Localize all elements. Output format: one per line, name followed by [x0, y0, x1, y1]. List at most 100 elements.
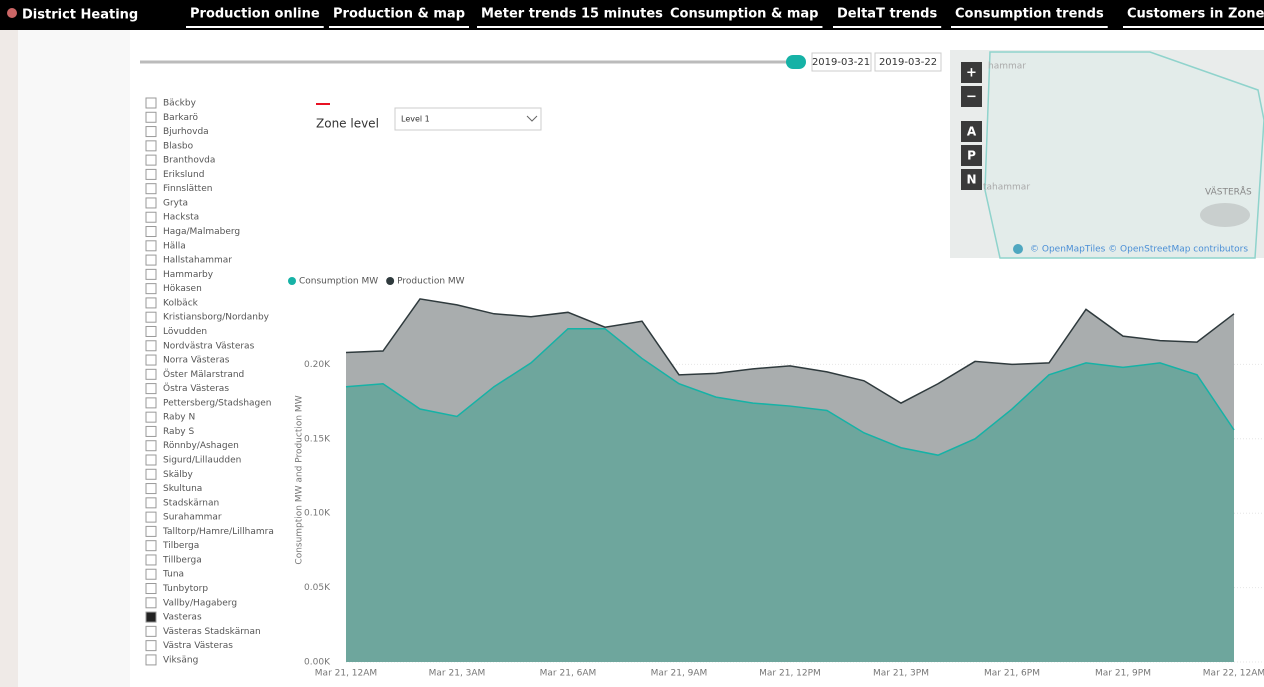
zone-label[interactable]: Finnslätten — [163, 184, 212, 194]
checkbox[interactable] — [146, 326, 156, 336]
checkbox[interactable] — [146, 269, 156, 279]
zone-label[interactable]: Raby N — [163, 413, 195, 423]
zone-label[interactable]: Hökasen — [163, 284, 202, 294]
checkbox[interactable] — [146, 284, 156, 294]
zone-label[interactable]: Norra Västeras — [163, 356, 230, 366]
map-attribution: © OpenMapTiles © OpenStreetMap contribut… — [1030, 245, 1248, 255]
checkbox[interactable] — [146, 155, 156, 165]
checkbox[interactable] — [146, 184, 156, 194]
zone-label[interactable]: Kolbäck — [163, 298, 199, 308]
zone-label[interactable]: Tuna — [162, 570, 184, 580]
zone-label[interactable]: Hälla — [163, 241, 186, 251]
y-axis-title: Consumption MW and Production MW — [295, 395, 305, 564]
zone-label[interactable]: Pettersberg/Stadshagen — [163, 398, 272, 408]
checkbox[interactable] — [146, 541, 156, 551]
zone-label[interactable]: Västeras Stadskärnan — [163, 627, 261, 637]
map-control-label: N — [966, 173, 976, 187]
checkbox[interactable] — [146, 598, 156, 608]
checkbox[interactable] — [146, 555, 156, 565]
zone-label[interactable]: Tilberga — [162, 541, 199, 551]
zone-label[interactable]: Hallstahammar — [163, 256, 232, 266]
checkbox[interactable] — [146, 255, 156, 265]
zone-label[interactable]: Stadskärnan — [163, 498, 219, 508]
zone-label[interactable]: Surahammar — [163, 513, 222, 523]
zone-label[interactable]: Raby S — [163, 427, 194, 437]
zone-label[interactable]: Branthovda — [163, 156, 215, 166]
checkbox[interactable] — [146, 626, 156, 636]
checkbox[interactable] — [146, 141, 156, 151]
zone-label[interactable]: Vasteras — [163, 613, 202, 623]
zone-label[interactable]: Vallby/Hagaberg — [163, 598, 237, 608]
checkbox[interactable] — [146, 384, 156, 394]
checkbox[interactable] — [146, 112, 156, 122]
checkbox[interactable] — [146, 655, 156, 665]
nav-tab[interactable]: Production & map — [333, 7, 465, 22]
zone-label[interactable]: Viksäng — [163, 655, 198, 665]
zone-label[interactable]: Haga/Malmaberg — [163, 227, 240, 237]
checkbox[interactable] — [146, 241, 156, 251]
checkbox[interactable] — [146, 227, 156, 237]
zone-label[interactable]: Erikslund — [163, 170, 204, 180]
nav-tab[interactable]: Consumption trends — [955, 7, 1104, 22]
checkbox[interactable] — [146, 127, 156, 137]
zone-label[interactable]: Sigurd/Lillaudden — [163, 456, 241, 466]
checkbox[interactable] — [146, 369, 156, 379]
checkbox[interactable] — [146, 398, 156, 408]
x-tick-label: Mar 21, 9PM — [1095, 669, 1151, 679]
checkbox[interactable] — [146, 455, 156, 465]
checkbox[interactable] — [146, 441, 156, 451]
checkbox[interactable] — [146, 612, 156, 622]
checkbox[interactable] — [146, 512, 156, 522]
checkbox[interactable] — [146, 412, 156, 422]
zone-label[interactable]: Hammarby — [163, 270, 214, 280]
zone-label[interactable]: Gryta — [163, 198, 188, 208]
checkbox[interactable] — [146, 484, 156, 494]
checkbox[interactable] — [146, 584, 156, 594]
checkbox[interactable] — [146, 469, 156, 479]
x-tick-label: Mar 22, 12AM — [1203, 669, 1264, 679]
checkbox[interactable] — [146, 355, 156, 365]
zone-label[interactable]: Tunbytorp — [162, 584, 208, 594]
checkbox[interactable] — [146, 498, 156, 508]
zone-label[interactable]: Barkarö — [163, 113, 198, 123]
zone-label[interactable]: Öster Mälarstrand — [163, 369, 244, 380]
checkbox[interactable] — [146, 569, 156, 579]
checkbox[interactable] — [146, 526, 156, 536]
nav-tab[interactable]: Consumption & map — [670, 7, 818, 22]
slider-handle[interactable] — [786, 55, 806, 69]
nav-tab[interactable]: Meter trends 15 minutes — [481, 7, 663, 22]
nav-tab[interactable]: Production online — [190, 7, 320, 22]
map-logo — [1013, 244, 1023, 254]
checkbox[interactable] — [146, 641, 156, 651]
zone-label[interactable]: Blasbo — [163, 141, 194, 151]
zone-label[interactable]: Kristiansborg/Nordanby — [163, 313, 270, 323]
checkbox[interactable] — [146, 169, 156, 179]
checkbox[interactable] — [146, 312, 156, 322]
zone-label[interactable]: Lövudden — [163, 327, 207, 337]
zone-label[interactable]: Skälby — [163, 470, 193, 480]
zone-label[interactable]: Tillberga — [162, 555, 202, 565]
nav-tab[interactable]: Customers in Zones — [1127, 7, 1264, 22]
map-water — [1200, 203, 1250, 227]
map-zone — [985, 52, 1264, 258]
zone-label[interactable]: Skultuna — [163, 484, 202, 494]
checkbox[interactable] — [146, 98, 156, 108]
checkbox[interactable] — [146, 341, 156, 351]
y-tick-label: 0.15K — [304, 434, 331, 444]
legend-swatch — [386, 277, 394, 285]
zone-label[interactable]: Västra Västeras — [163, 641, 233, 651]
dashboard: 2019-03-21 2019-03-22 Zone level Level 1… — [0, 0, 1264, 687]
zone-label[interactable]: Nordvästra Västeras — [163, 341, 255, 351]
zone-label[interactable]: Hacksta — [163, 213, 199, 223]
map-place: hammar — [988, 62, 1026, 72]
zone-label[interactable]: Bjurhovda — [163, 127, 209, 137]
checkbox[interactable] — [146, 426, 156, 436]
nav-tab[interactable]: DeltaT trends — [837, 7, 937, 22]
checkbox[interactable] — [146, 212, 156, 222]
checkbox[interactable] — [146, 298, 156, 308]
zone-label[interactable]: Rönnby/Ashagen — [163, 441, 239, 451]
checkbox[interactable] — [146, 198, 156, 208]
zone-label[interactable]: Talltorp/Hamre/Lillhamra — [162, 527, 274, 537]
zone-label[interactable]: Östra Västeras — [163, 383, 229, 394]
zone-label[interactable]: Bäckby — [163, 99, 197, 109]
